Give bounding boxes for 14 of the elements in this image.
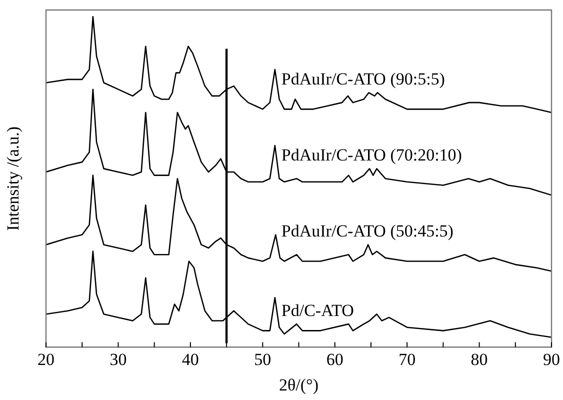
- x-tick-label: 90: [543, 350, 560, 369]
- x-tick-label: 70: [398, 350, 416, 369]
- y-axis-title: Intensity /(a.u.): [4, 126, 23, 231]
- x-tick-label: 30: [110, 350, 127, 369]
- x-tick-label: 80: [470, 350, 488, 369]
- x-axis-title: 2θ/(°): [279, 375, 318, 394]
- series-label: PdAuIr/C-ATO (70:20:10): [281, 146, 462, 165]
- x-tick-label: 60: [326, 350, 344, 369]
- series-label: PdAuIr/C-ATO (50:45:5): [281, 222, 454, 241]
- x-tick-label: 20: [38, 350, 54, 369]
- series-label: PdAuIr/C-ATO (90:5:5): [281, 70, 445, 89]
- x-tick-label: 50: [254, 350, 272, 369]
- x-tick-label: 40: [182, 350, 199, 369]
- series-label: Pd/C-ATO: [281, 301, 354, 320]
